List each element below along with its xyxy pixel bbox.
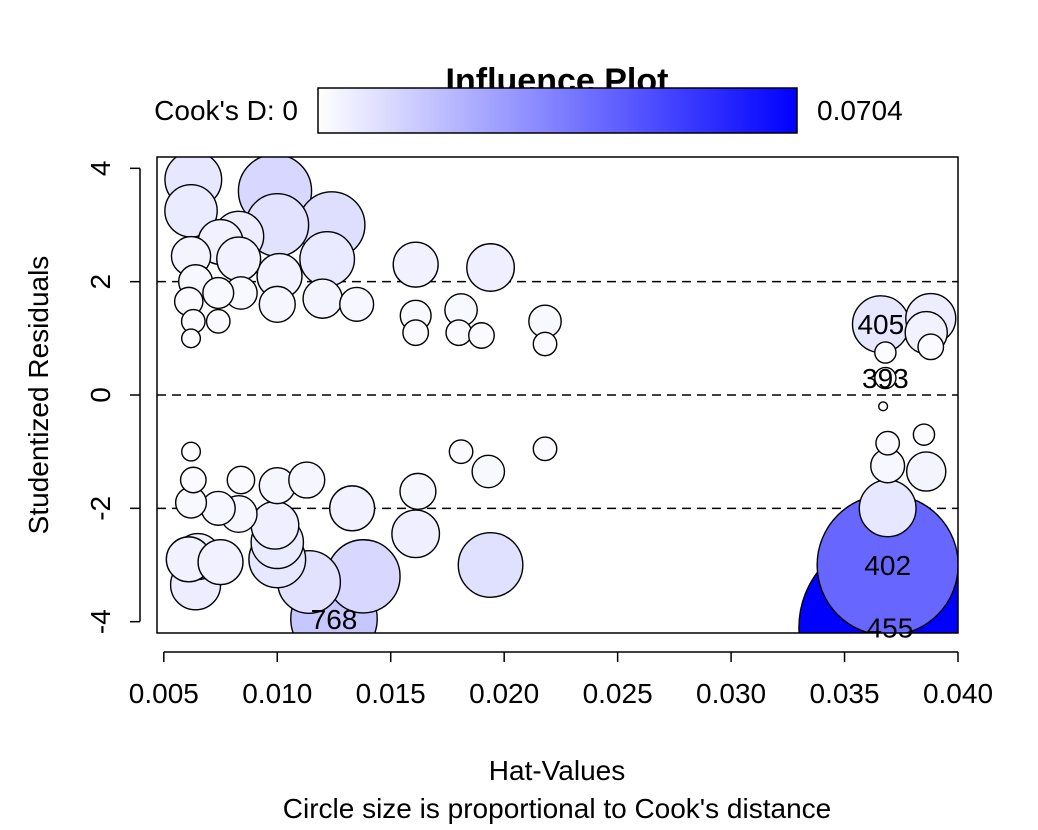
data-point [471,454,506,489]
chart-subtitle: Circle size is proportional to Cook's di… [283,793,831,824]
data-point [181,328,202,349]
data-point [392,241,439,288]
data-point [226,465,256,495]
data-point [339,286,375,322]
y-tick-label: 2 [85,274,116,290]
data-point [874,341,897,364]
point-labels: 768 405 393 402 455 [311,309,914,643]
data-points [164,157,958,633]
y-tick-label: -2 [85,496,116,521]
data-point [197,539,244,586]
color-scale-label: Cook's D: 0 [154,95,298,126]
data-point [917,333,945,361]
data-point [532,436,558,462]
data-point [399,472,437,510]
data-point [299,231,356,287]
point-label: 405 [857,309,904,340]
x-tick-label: 0.015 [356,678,426,709]
x-tick-label: 0.035 [810,678,880,709]
x-axis: 0.005 0.010 0.015 0.020 0.025 0.030 0.035 0.040 [129,651,993,709]
data-point [402,319,430,347]
data-point [288,461,326,499]
color-scale-max-label: 0.0704 [817,95,903,126]
data-point [179,466,207,494]
point-label: 402 [864,550,911,581]
data-point [250,500,300,550]
data-point [532,331,558,357]
data-point [302,278,343,319]
x-tick-label: 0.020 [469,678,539,709]
data-point [445,319,473,347]
x-tick-label: 0.040 [923,678,993,709]
data-point [875,430,901,456]
data-point [468,322,495,349]
data-point [448,439,474,465]
plot-frame [156,156,959,634]
point-label: 393 [862,363,909,394]
data-point [181,441,202,462]
y-tick-label: 0 [85,387,116,403]
y-axis-label: Studentized Residuals [23,256,54,535]
data-point [874,366,897,390]
y-tick-label: -4 [85,609,116,634]
data-point [391,509,441,559]
data-point [858,479,917,538]
y-tick-label: 4 [85,161,116,177]
data-point [457,532,524,598]
x-tick-label: 0.010 [242,678,312,709]
color-scale-legend: Cook's D: 0 0.0704 [154,87,903,134]
reference-lines [157,280,958,510]
data-point [258,285,296,323]
color-scale-bar [317,87,798,134]
x-tick-label: 0.025 [583,678,653,709]
x-tick-label: 0.005 [129,678,199,709]
point-label: 455 [867,612,914,643]
data-point [200,490,236,526]
x-tick-label: 0.030 [696,678,766,709]
data-point [202,276,235,310]
data-point [905,451,947,492]
data-point [466,243,516,292]
data-point [328,485,376,532]
data-point [912,423,936,446]
data-point [205,308,231,334]
data-point [878,401,889,412]
y-axis: -4 -2 0 2 4 [85,161,141,634]
data-point [216,236,262,282]
x-axis-label: Hat-Values [489,755,625,786]
point-label: 768 [311,604,358,635]
